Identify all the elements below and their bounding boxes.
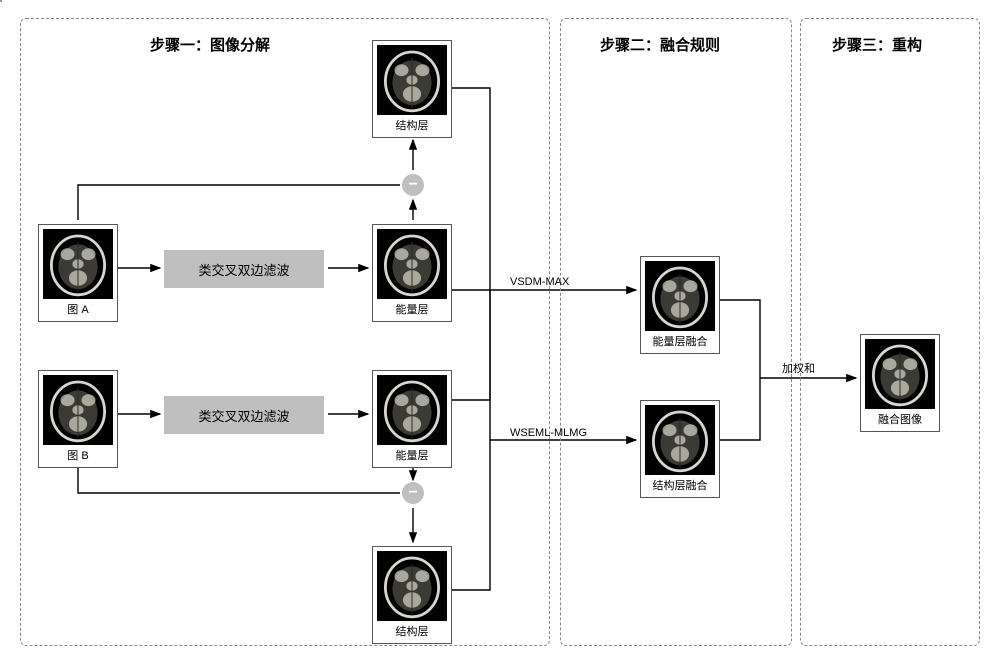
caption-energyB: 能量层 — [377, 447, 447, 463]
filter-fB: 类交叉双边滤波 — [164, 396, 324, 434]
edge-label-e3: 加权和 — [782, 360, 815, 376]
brain-scan-icon — [43, 375, 113, 445]
caption-final: 融合图像 — [865, 411, 935, 427]
imgbox-structB: 结构层 — [372, 546, 452, 644]
caption-energyA: 能量层 — [377, 301, 447, 317]
imgbox-imgA: 图 A — [38, 224, 118, 322]
imgbox-energyA: 能量层 — [372, 224, 452, 322]
imgbox-imgB: 图 B — [38, 370, 118, 468]
caption-fusedS: 结构层融合 — [645, 477, 715, 493]
panel-p1 — [20, 18, 550, 646]
brain-scan-icon — [865, 339, 935, 409]
brain-scan-icon — [377, 375, 447, 445]
brain-scan-icon — [645, 261, 715, 331]
filter-fA: 类交叉双边滤波 — [164, 250, 324, 288]
caption-fusedE: 能量层融合 — [645, 333, 715, 349]
panel-title-p2: 步骤二：融合规则 — [600, 34, 720, 55]
brain-scan-icon — [377, 229, 447, 299]
panel-p3 — [800, 18, 980, 646]
panel-step1 — [0, 0, 2, 2]
edge-label-e1: VSDM-MAX — [510, 276, 569, 288]
imgbox-energyB: 能量层 — [372, 370, 452, 468]
brain-scan-icon — [645, 405, 715, 475]
caption-structB: 结构层 — [377, 623, 447, 639]
brain-scan-icon — [377, 45, 447, 115]
brain-scan-icon — [377, 551, 447, 621]
imgbox-structA: 结构层 — [372, 40, 452, 138]
caption-imgB: 图 B — [43, 447, 113, 463]
caption-structA: 结构层 — [377, 117, 447, 133]
panel-title-p3: 步骤三：重构 — [832, 34, 922, 55]
caption-imgA: 图 A — [43, 301, 113, 317]
imgbox-fusedS: 结构层融合 — [640, 400, 720, 498]
imgbox-final: 融合图像 — [860, 334, 940, 432]
brain-scan-icon — [43, 229, 113, 299]
edge-label-e2: WSEML-MLMG — [510, 427, 587, 439]
minus-op-mA: − — [402, 174, 424, 196]
panel-title-p1: 步骤一：图像分解 — [150, 34, 270, 55]
minus-op-mB: − — [402, 482, 424, 504]
imgbox-fusedE: 能量层融合 — [640, 256, 720, 354]
